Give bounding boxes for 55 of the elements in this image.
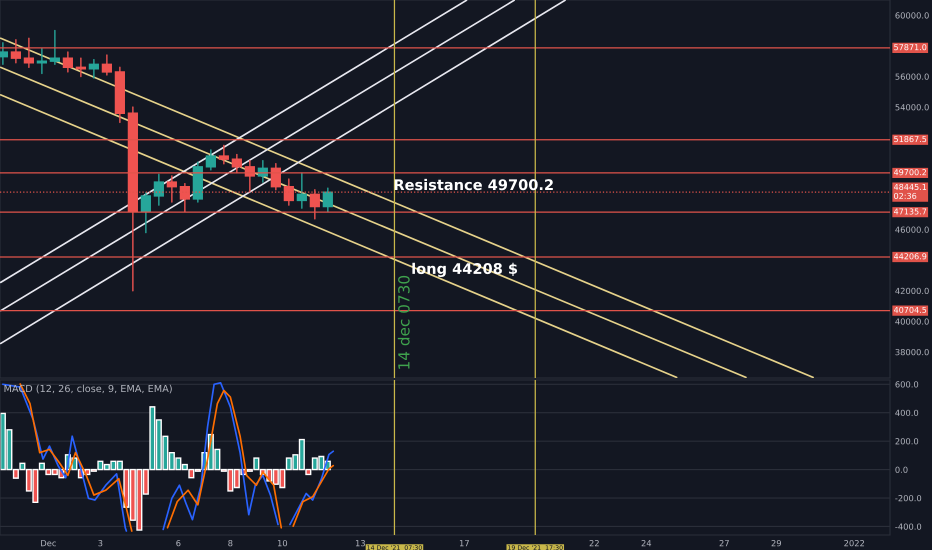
candlestick: [296, 172, 307, 209]
x-tick-label: 3: [98, 540, 102, 546]
candlestick: [24, 38, 34, 68]
x-tick-label: 24: [642, 540, 652, 546]
x-tick-label: Dec: [41, 540, 56, 546]
candlestick: [258, 160, 268, 183]
y-tick-label: 46000.0: [895, 226, 929, 233]
x-tick-label: 17: [460, 540, 469, 546]
candlestick: [166, 175, 177, 203]
x-tick-label: 22: [590, 540, 599, 546]
y-tick-label: 42000.0: [895, 288, 929, 294]
candlestick: [244, 160, 255, 192]
y-tick-label: 400.0: [895, 410, 918, 416]
y-tick-label: 40000.0: [895, 318, 929, 325]
y-tick-label: 200.0: [895, 438, 918, 444]
candlestick: [140, 192, 151, 234]
y-tick-label: 60000.0: [895, 12, 929, 19]
candlestick: [76, 57, 86, 78]
ref-line-label: 47135.7: [894, 208, 926, 215]
x-tick-label: 13: [356, 540, 365, 546]
candlestick: [322, 188, 333, 212]
y-tick-label: 56000.0: [896, 74, 929, 80]
x-tick-label: 2022: [844, 540, 864, 546]
ref-line-label: 51867.5: [894, 136, 926, 142]
candlestick: [180, 182, 190, 212]
candlestick: [206, 149, 216, 171]
ref-line-label: 44206.9: [894, 253, 926, 260]
candlestick: [284, 178, 294, 206]
candlestick: [102, 54, 112, 76]
y-tick-label: 600.0: [895, 381, 918, 388]
candlestick: [62, 51, 73, 73]
candlestick: [88, 58, 99, 79]
candlestick: [36, 48, 47, 74]
x-tick-label: 6: [176, 540, 180, 546]
candlestick: [232, 154, 242, 174]
ref-line-label: 40704.5: [894, 306, 926, 313]
candlestick: [310, 189, 320, 220]
x-tick-label: 29: [772, 540, 781, 546]
ref-line-label: 48445.1 02:36: [894, 184, 926, 199]
ref-line-label: 57871.0: [894, 44, 926, 50]
candlestick: [50, 30, 60, 65]
candlestick: [154, 174, 164, 206]
candlestick: [270, 163, 281, 190]
y-tick-label: -400.0: [895, 523, 922, 530]
candlestick: [218, 144, 229, 164]
y-tick-label: 38000.0: [895, 348, 929, 356]
x-tick-label: 27: [720, 540, 729, 546]
y-tick-label: -200.0: [895, 495, 922, 502]
annotation: 14 dec 0730: [398, 276, 410, 369]
candlestick: [10, 39, 21, 64]
x-tick-label: 10: [278, 540, 288, 546]
ref-line-label: 49700.2: [894, 169, 926, 176]
x-tick-label: 8: [228, 540, 232, 546]
y-tick-label: 0.0: [895, 466, 908, 473]
y-tick-label: 54000.0: [896, 104, 929, 110]
